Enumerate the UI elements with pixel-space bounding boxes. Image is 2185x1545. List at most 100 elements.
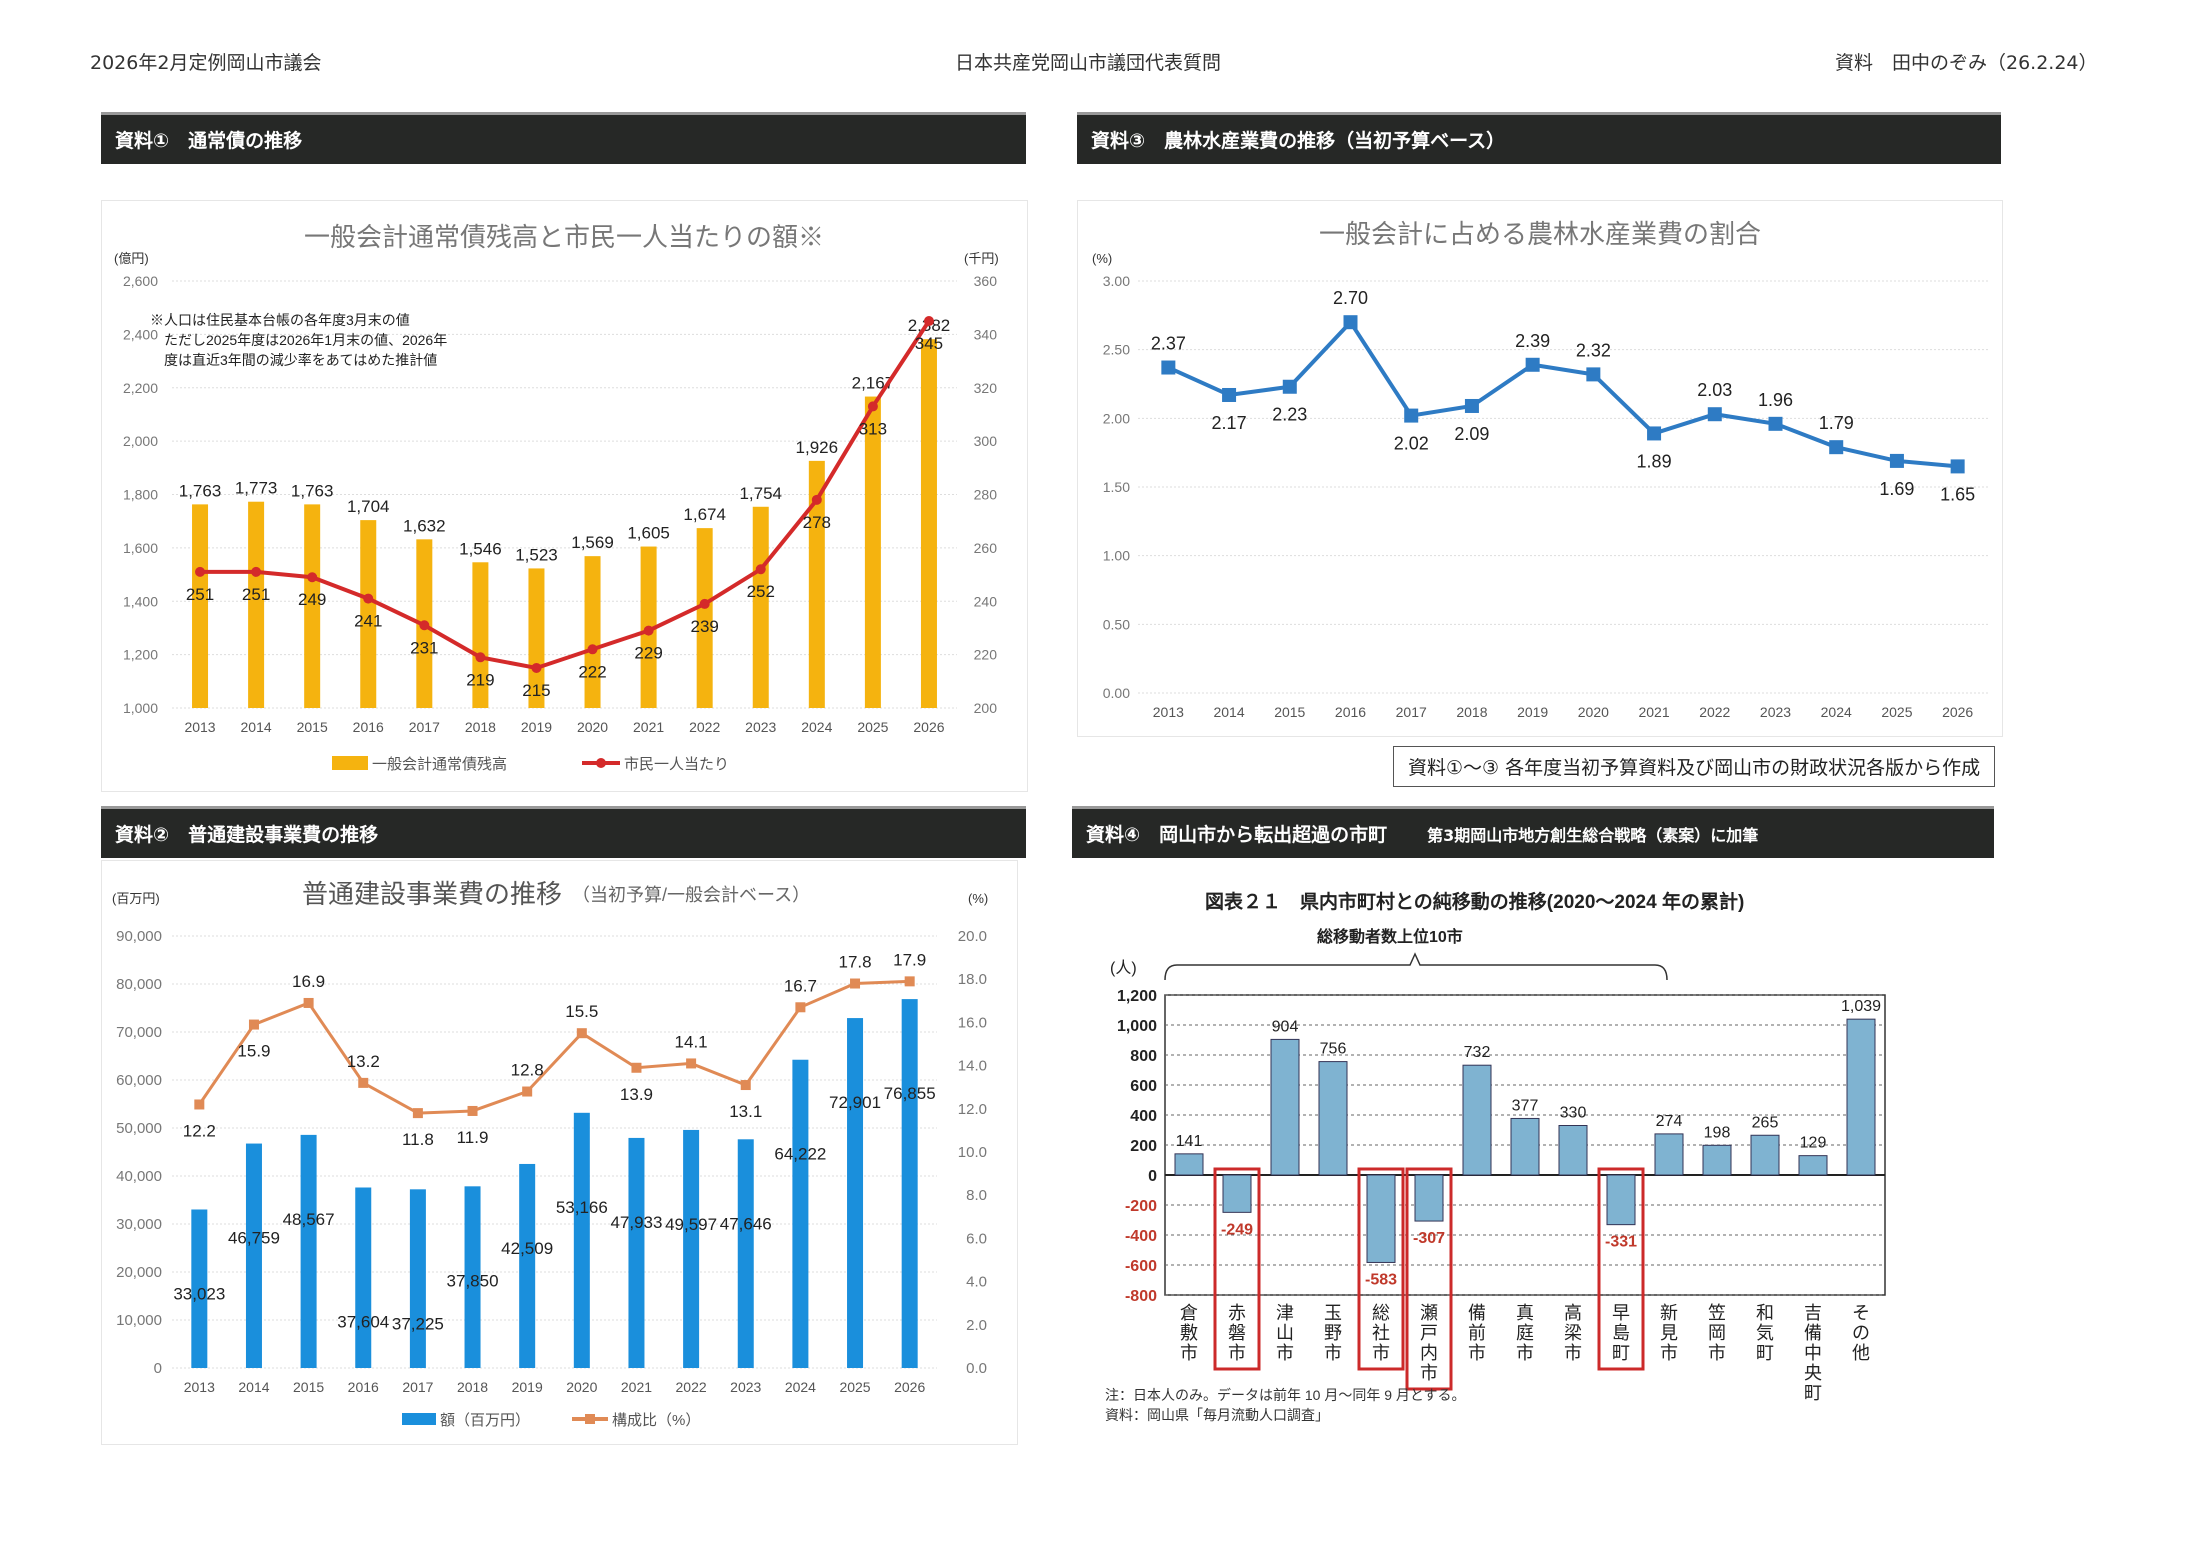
line-value-label: 231 [410, 638, 438, 657]
y-tick-label: 1,200 [123, 647, 158, 663]
x-tick-label-char: 市 [1660, 1343, 1678, 1363]
x-tick-label: 2017 [409, 719, 440, 735]
x-tick-label: 2026 [913, 719, 944, 735]
bar [1558, 1125, 1588, 1176]
chart-title: 図表２１ 県内市町村との純移動の推移(2020～2024 年の累計) [1205, 890, 1744, 913]
line-point [850, 978, 861, 989]
x-tick-label-char: 笠 [1708, 1303, 1726, 1323]
x-tick-label: 2024 [801, 719, 832, 735]
panel-4-title: 資料④ 岡山市から転出超過の市町 第3期岡山市地方創生総合戦略（素案）に加筆 [1072, 806, 1994, 858]
y-tick-label: 800 [1130, 1048, 1157, 1065]
x-tick-label: 2019 [512, 1379, 543, 1395]
bar-value-label: 1,763 [291, 481, 334, 500]
line-value-label: 11.8 [402, 1130, 434, 1149]
bar-value-label: -583 [1365, 1271, 1397, 1288]
line-value-label: 239 [690, 617, 718, 636]
x-tick-label-char: 市 [1420, 1363, 1438, 1383]
y2-tick-label: 320 [974, 380, 998, 396]
panel-4-subtitle: 第3期岡山市地方創生総合戦略（素案）に加筆 [1427, 826, 1759, 845]
x-tick-label-char: 町 [1756, 1343, 1774, 1363]
line-value-label: 249 [298, 590, 326, 609]
bar-value-label: 46,759 [228, 1229, 280, 1248]
x-tick-label: 2019 [521, 719, 552, 735]
line-point [1464, 398, 1479, 413]
source-note: 資料①～③ 各年度当初予算資料及び岡山市の財政状況各版から作成 [1393, 746, 1996, 787]
x-tick-label-char: 真 [1516, 1303, 1534, 1323]
line-value-label: 2.39 [1515, 331, 1550, 351]
highlight-box [1213, 1167, 1261, 1371]
x-tick-label-char: 社 [1372, 1323, 1390, 1343]
bar [864, 396, 881, 708]
line-value-label: 13.9 [620, 1085, 653, 1104]
line-point [1950, 459, 1965, 474]
bracket-label: 総移動者数上位10市 [1317, 927, 1463, 946]
y-tick-label: -600 [1125, 1258, 1157, 1275]
y2-tick-label: 12.0 [958, 1101, 987, 1118]
y2-tick-label: 4.0 [966, 1274, 987, 1291]
y-tick-label: 80,000 [116, 976, 162, 993]
line-point [1768, 416, 1783, 431]
bar-value-label: 904 [1272, 1018, 1299, 1035]
x-tick-label-char: 磐 [1228, 1323, 1246, 1343]
chart-construction-box: 普通建設事業費の推移 （当初予算/一般会計ベース） (百万円) (%) 0 10,000 2… [101, 860, 1018, 1445]
line-point [1829, 440, 1844, 455]
line-value-label: 2.32 [1576, 340, 1611, 360]
bar-value-label: 1,605 [627, 524, 670, 543]
x-tick-label: 2023 [745, 719, 776, 735]
bar-value-label: -307 [1413, 1230, 1445, 1247]
y2-tick-label: 18.0 [958, 971, 987, 988]
bar-value-label: 1,926 [796, 438, 839, 457]
x-tick-label: 2013 [184, 719, 215, 735]
panel-1-title: 資料① 通常債の推移 [101, 112, 1026, 164]
header-right: 資料 田中のぞみ（26.2.24） [1835, 52, 2098, 74]
y-tick-label: -200 [1125, 1198, 1157, 1215]
bar [245, 1143, 262, 1368]
line-value-label: 2.23 [1272, 405, 1307, 425]
x-tick-label-char: 梁 [1564, 1323, 1582, 1343]
chart-construction: 普通建設事業費の推移 （当初予算/一般会計ベース） (百万円) (%) 0 10,000 2… [112, 879, 988, 1429]
bar-value-label: -331 [1605, 1234, 1637, 1251]
line-value-label: 222 [578, 662, 606, 681]
line-value-label: 2.09 [1454, 424, 1489, 444]
y2-tick-label: 200 [974, 700, 998, 716]
line-point [587, 644, 598, 655]
line-point [1161, 360, 1176, 375]
x-tick-label: 2015 [1274, 704, 1305, 720]
y2-tick-label: 10.0 [958, 1144, 987, 1161]
x-tick-label: 2013 [184, 1379, 215, 1395]
x-tick-label: 2016 [1335, 704, 1366, 720]
x-tick-label-char: 瀬 [1420, 1303, 1438, 1323]
line-value-label: 2.70 [1333, 288, 1368, 308]
x-tick-label: 2022 [676, 1379, 707, 1395]
x-tick-label-char: 内 [1420, 1343, 1438, 1363]
chart-debt: 一般会計通常債残高と市民一人当たりの額※ (億円) (千円) 1,000 1,200 1,… [114, 222, 999, 773]
line-series [200, 319, 931, 671]
x-tick-label-char: 他 [1852, 1343, 1870, 1363]
bar-value-label: 72,901 [829, 1093, 881, 1112]
bar [1174, 1153, 1204, 1176]
x-tick-label-char: 高 [1564, 1303, 1582, 1323]
x-tick-label: 2026 [1942, 704, 1973, 720]
y2-tick-label: 8.0 [966, 1187, 987, 1204]
bar [808, 460, 825, 708]
y2-tick-label: 280 [974, 487, 998, 503]
line-value-label: 1.89 [1637, 451, 1672, 471]
x-tick-label-char: 市 [1564, 1343, 1582, 1363]
line-point [1647, 426, 1662, 441]
y-tick-label: 600 [1130, 1078, 1157, 1095]
x-tick-label-char: 中 [1804, 1343, 1822, 1363]
x-tick-label-char: 気 [1756, 1323, 1774, 1343]
y-tick-label: 2,600 [123, 273, 158, 289]
bar-value-label: 1,523 [515, 545, 558, 564]
legend-label-bar: 額（百万円） [440, 1412, 530, 1429]
annotation-line: 度は直近3年間の減少率をあてはめた推計値 [164, 352, 437, 368]
bar [573, 1112, 590, 1368]
bar [696, 528, 713, 708]
bar-value-label: 1,674 [683, 505, 726, 524]
chart-title: 一般会計通常債残高と市民一人当たりの額※ [304, 222, 824, 252]
x-tick-label: 2020 [577, 719, 608, 735]
y-tick-label: 1,200 [1117, 988, 1157, 1005]
bar-value-label: 330 [1560, 1105, 1587, 1122]
bar [1414, 1174, 1444, 1222]
bar [1222, 1174, 1252, 1213]
